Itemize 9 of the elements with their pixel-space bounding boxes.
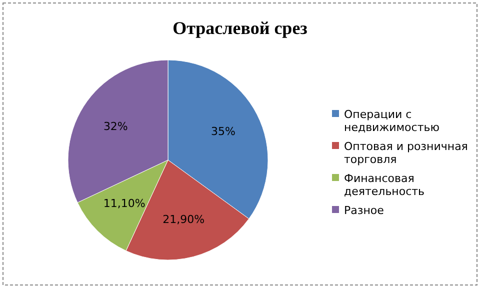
legend-label: Финансовая деятельность xyxy=(344,172,425,198)
legend-label: Операции с недвижимостью xyxy=(344,108,440,134)
legend-label: Разное xyxy=(344,204,384,217)
chart-title: Отраслевой срез xyxy=(172,18,308,38)
data-label: 21,90% xyxy=(162,213,205,226)
legend-label: Оптовая и розничная торговля xyxy=(344,140,468,166)
data-label: 32% xyxy=(103,120,128,133)
data-label: 11,10% xyxy=(103,196,146,210)
data-label: 35% xyxy=(211,124,236,138)
